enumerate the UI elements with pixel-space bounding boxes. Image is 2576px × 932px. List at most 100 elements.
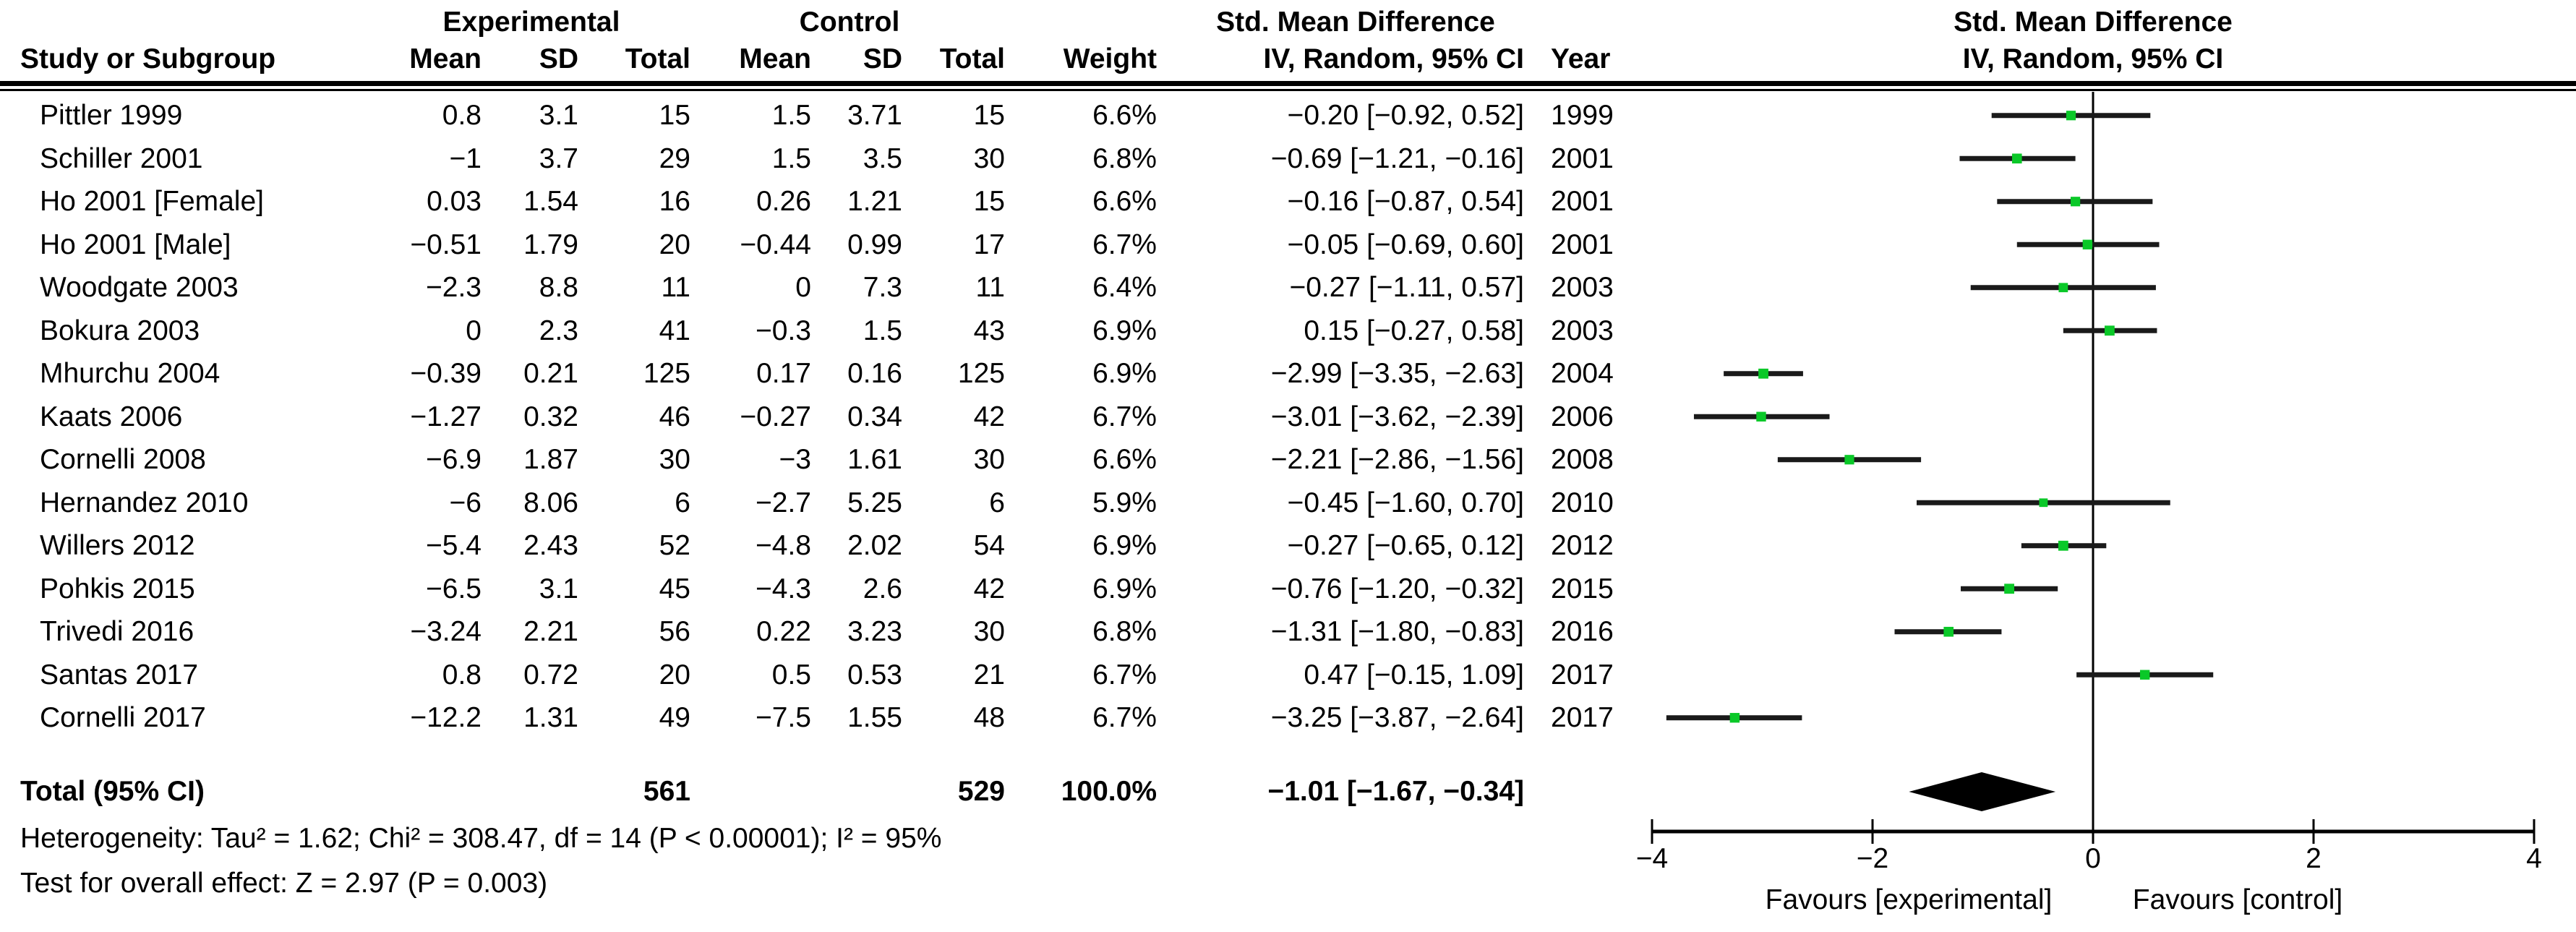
total-weight: 100.0% [1061, 776, 1157, 807]
ci-text: −2.99 [−3.35, −2.63] [1270, 358, 1524, 389]
experimental-total: 29 [659, 142, 690, 174]
col-header-ctl-mean: Mean [739, 43, 811, 74]
axis-tick-label: 4 [2526, 843, 2542, 874]
ci-text: −0.69 [−1.21, −0.16] [1270, 142, 1524, 174]
experimental-total: 46 [659, 401, 690, 432]
ci-text: −0.20 [−0.92, 0.52] [1287, 100, 1524, 131]
year-value: 2012 [1551, 530, 1614, 561]
point-estimate-marker [1729, 713, 1740, 723]
weight-value: 6.7% [1092, 702, 1157, 733]
total-ci: −1.01 [−1.67, −0.34] [1267, 776, 1524, 807]
control-total: 42 [973, 401, 1005, 432]
axis-tick-label: −2 [1857, 843, 1888, 874]
experimental-mean: 0.8 [442, 100, 482, 131]
experimental-sd: 3.7 [539, 142, 578, 174]
control-mean: −2.7 [756, 487, 811, 518]
control-total: 15 [973, 186, 1005, 217]
weight-value: 6.7% [1092, 401, 1157, 432]
experimental-total: 11 [661, 272, 691, 303]
header-rule-thin [0, 89, 2576, 91]
ci-text: −3.01 [−3.62, −2.39] [1270, 401, 1524, 432]
experimental-total: 16 [659, 186, 690, 217]
weight-value: 6.8% [1092, 142, 1157, 174]
experimental-mean: −1 [449, 142, 482, 174]
point-estimate-marker [2139, 670, 2150, 680]
year-value: 1999 [1551, 100, 1614, 131]
axis-tick-label: −4 [1636, 843, 1668, 874]
control-mean: −0.3 [756, 315, 811, 346]
col-header-ci: IV, Random, 95% CI [1263, 43, 1524, 74]
table-row: Hernandez 2010 −6 8.06 6 −2.7 5.25 6 5.9… [0, 482, 1648, 525]
table-row: Cornelli 2017 −12.2 1.31 49 −7.5 1.55 48… [0, 696, 1648, 740]
control-sd: 3.5 [863, 142, 902, 174]
col-header-year: Year [1551, 43, 1611, 74]
experimental-sd: 3.1 [539, 100, 578, 131]
year-value: 2016 [1551, 616, 1614, 647]
total-exp-n: 561 [643, 776, 690, 807]
ci-text: −0.05 [−0.69, 0.60] [1287, 228, 1524, 260]
study-name: Cornelli 2008 [40, 444, 206, 475]
group-header-control: Control [799, 7, 900, 38]
table-row: Pohkis 2015 −6.5 3.1 45 −4.3 2.6 42 6.9%… [0, 568, 1648, 611]
study-name: Woodgate 2003 [40, 272, 239, 303]
study-name: Pittler 1999 [40, 100, 183, 131]
point-estimate-marker [2066, 111, 2076, 121]
table-row: Pittler 1999 0.8 3.1 15 1.5 3.71 15 6.6%… [0, 94, 1648, 137]
weight-value: 6.9% [1092, 358, 1157, 389]
table-row: Ho 2001 [Male] −0.51 1.79 20 −0.44 0.99 … [0, 223, 1648, 267]
ci-text: −3.25 [−3.87, −2.64] [1270, 702, 1524, 733]
control-sd: 0.16 [847, 358, 902, 389]
point-estimate-marker [2082, 239, 2093, 249]
experimental-sd: 0.21 [523, 358, 578, 389]
table-row: Cornelli 2008 −6.9 1.87 30 −3 1.61 30 6.… [0, 438, 1648, 482]
ci-text: −0.76 [−1.20, −0.32] [1270, 573, 1524, 604]
control-mean: 0 [795, 272, 811, 303]
point-estimate-marker [1758, 368, 1768, 379]
col-header-exp-total: Total [625, 43, 690, 74]
col-header-ctl-total: Total [939, 43, 1005, 74]
experimental-total: 125 [643, 358, 690, 389]
control-mean: −4.8 [756, 530, 811, 561]
control-mean: −0.27 [740, 401, 811, 432]
group-header-experimental: Experimental [442, 7, 620, 38]
experimental-mean: −1.27 [410, 401, 482, 432]
experimental-mean: −3.24 [410, 616, 482, 647]
year-value: 2008 [1551, 444, 1614, 475]
point-estimate-marker [2058, 540, 2068, 551]
experimental-total: 15 [659, 100, 690, 131]
table-row: Kaats 2006 −1.27 0.32 46 −0.27 0.34 42 6… [0, 396, 1648, 439]
point-estimate-marker [2071, 197, 2081, 207]
control-sd: 1.55 [847, 702, 902, 733]
year-value: 2001 [1551, 228, 1614, 260]
experimental-sd: 8.8 [539, 272, 578, 303]
point-estimate-marker [2058, 283, 2068, 293]
experimental-total: 52 [659, 530, 690, 561]
control-sd: 2.02 [847, 530, 902, 561]
col-header-weight: Weight [1063, 43, 1157, 74]
total-ctl-n: 529 [957, 776, 1005, 807]
experimental-sd: 2.21 [523, 616, 578, 647]
favours-left-label: Favours [experimental] [1766, 884, 2053, 915]
control-sd: 1.5 [863, 315, 902, 346]
study-name: Ho 2001 [Female] [40, 186, 265, 217]
control-mean: −0.44 [740, 228, 811, 260]
year-value: 2004 [1551, 358, 1614, 389]
control-mean: 0.5 [771, 659, 811, 691]
weight-value: 6.6% [1092, 444, 1157, 475]
control-total: 125 [957, 358, 1005, 389]
study-name: Bokura 2003 [40, 315, 200, 346]
total-row: Total (95% CI) 561 529 100.0% −1.01 [−1.… [0, 770, 1648, 813]
control-total: 30 [973, 616, 1005, 647]
control-sd: 1.61 [847, 444, 902, 475]
control-mean: 0.22 [756, 616, 811, 647]
point-estimate-marker [1943, 626, 1954, 637]
year-value: 2001 [1551, 186, 1614, 217]
group-header-smd-plot: Std. Mean Difference [1954, 7, 2233, 38]
control-total: 30 [973, 142, 1005, 174]
ci-text: −0.45 [−1.60, 0.70] [1287, 487, 1524, 518]
table-row: Bokura 2003 0 2.3 41 −0.3 1.5 43 6.9% 0.… [0, 309, 1648, 353]
experimental-mean: −6 [449, 487, 482, 518]
experimental-sd: 8.06 [523, 487, 578, 518]
control-sd: 0.34 [847, 401, 902, 432]
experimental-mean: 0.8 [442, 659, 482, 691]
